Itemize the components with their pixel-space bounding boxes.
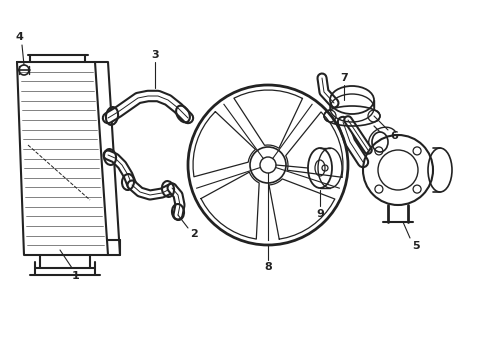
Text: 3: 3 <box>151 50 159 60</box>
Text: 4: 4 <box>15 32 23 42</box>
Text: 1: 1 <box>72 271 80 281</box>
Text: 2: 2 <box>190 229 198 239</box>
Text: 8: 8 <box>264 262 272 272</box>
Text: 6: 6 <box>390 131 398 141</box>
Text: 9: 9 <box>316 209 324 219</box>
Text: 5: 5 <box>412 241 420 251</box>
Text: 7: 7 <box>340 73 348 83</box>
